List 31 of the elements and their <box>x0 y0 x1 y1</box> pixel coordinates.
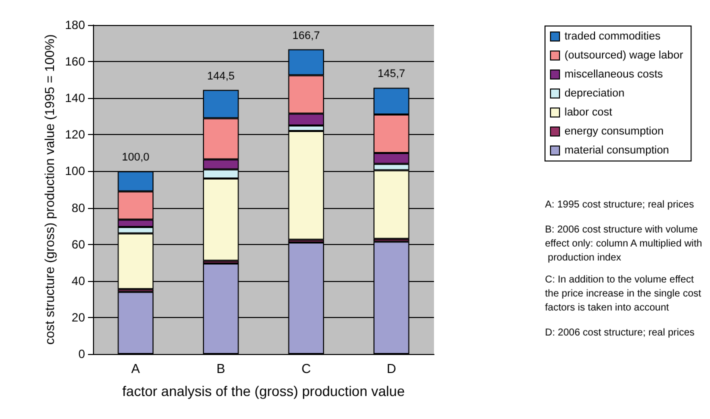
legend-label: material consumption <box>564 144 670 156</box>
legend-label: traded commodities <box>564 30 661 42</box>
legend-label: labor cost <box>564 106 612 118</box>
y-tick-label: 160 <box>64 54 86 69</box>
text: A: 1995 cost structure; real prices <box>545 200 694 210</box>
y-tick-label: 40 <box>72 274 86 288</box>
total-label: 145,7 <box>378 68 406 80</box>
x-tick-label: D <box>386 361 396 376</box>
legend-label: depreciation <box>564 88 624 100</box>
text: B: 2006 cost structure with volume effect only: column A multiplied with production index <box>545 224 702 264</box>
y-tick-label: 120 <box>64 128 86 142</box>
x-axis-title: factor analysis of the (gross) production value <box>122 383 405 399</box>
y-tick-label: 0 <box>78 347 86 361</box>
y-tick-label: 80 <box>72 200 86 215</box>
total-label: 100,0 <box>122 152 150 164</box>
legend-label: miscellaneous costs <box>564 68 664 80</box>
legend-label: (outsourced) wage labor <box>564 50 684 62</box>
text: D: 2006 cost structure; real prices <box>545 328 695 338</box>
y-tick-label: 20 <box>72 310 86 324</box>
y-tick-label: 60 <box>72 237 86 252</box>
y-tick-label: 140 <box>64 91 86 106</box>
y-axis-title: cost structure (gross) production value (1995 = 100%) <box>42 34 57 345</box>
y-tick-label: 180 <box>64 18 86 32</box>
text: C: In addition to the volume effect the price increase in the single cost factors is taken into account <box>545 274 704 314</box>
x-tick-label: C <box>301 361 311 376</box>
x-tick-label: A <box>131 361 140 376</box>
total-label: 144,5 <box>207 70 235 82</box>
x-tick-label: B <box>216 361 226 376</box>
legend-label: energy consumption <box>564 126 664 138</box>
y-tick-label: 100 <box>64 164 86 178</box>
total-label: 166,7 <box>292 30 320 42</box>
